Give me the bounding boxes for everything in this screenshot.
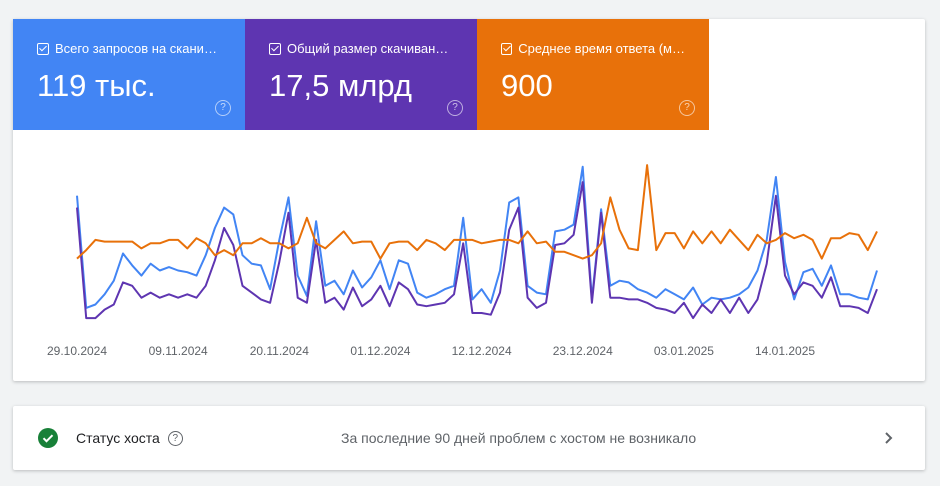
host-status-title: Статус хоста [76, 430, 160, 446]
x-tick-label: 29.10.2024 [47, 344, 107, 358]
series-line [76, 165, 878, 309]
x-tick-label: 23.12.2024 [553, 344, 613, 358]
x-tick-label: 01.12.2024 [350, 344, 410, 358]
tile[interactable]: Всего запросов на скани… 119 тыс.? [13, 19, 245, 130]
host-status-card[interactable]: Статус хоста ? За последние 90 дней проб… [13, 406, 925, 470]
tile[interactable]: Общий размер скачиван… 17,5 млрд? [245, 19, 477, 130]
tile[interactable]: Среднее время ответа (м… 900? [477, 19, 709, 130]
tile-value: 900 [501, 68, 553, 103]
x-tick-label: 12.12.2024 [452, 344, 512, 358]
tile-value: 119 тыс. [37, 68, 156, 103]
chart: 29.10.2024 09.11.2024 20.11.2024 01.12.2024… [47, 164, 878, 358]
tile-label: Всего запросов на скани… [55, 41, 217, 56]
status-ok-icon [38, 428, 58, 448]
tile-value: 17,5 млрд [269, 68, 412, 103]
x-tick-label: 09.11.2024 [149, 344, 208, 358]
help-icon[interactable]: ? [215, 100, 231, 116]
help-icon[interactable]: ? [679, 100, 695, 116]
x-tick-label: 03.01.2025 [654, 344, 714, 358]
series-line [76, 181, 878, 320]
x-tick-label: 20.11.2024 [250, 344, 309, 358]
tile-label: Общий размер скачиван… [287, 41, 449, 56]
series-line [76, 164, 878, 260]
x-tick-label: 14.01.2025 [755, 344, 815, 358]
help-icon[interactable]: ? [167, 430, 183, 446]
host-status-message: За последние 90 дней проблем с хостом не… [341, 430, 697, 446]
tile-label: Среднее время ответа (м… [518, 41, 685, 56]
help-icon[interactable]: ? [447, 100, 463, 116]
chevron [885, 432, 893, 444]
